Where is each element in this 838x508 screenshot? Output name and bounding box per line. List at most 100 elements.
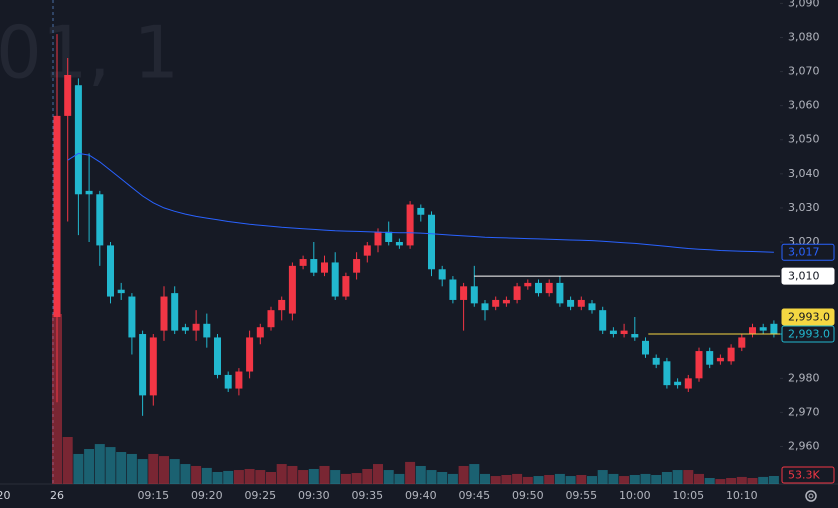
y-tick-label: 3,060 <box>788 99 820 112</box>
candle-body <box>128 296 136 338</box>
volume-bar <box>469 464 480 484</box>
volume-bar <box>105 447 116 484</box>
last-price-label: 2,993.0 <box>788 328 830 341</box>
volume-bar <box>373 464 383 484</box>
candle-body <box>663 361 671 386</box>
volume-bar <box>255 470 266 484</box>
x-tick-label: 09:15 <box>137 489 169 502</box>
candle-body <box>299 259 307 266</box>
x-tick-label: 09:25 <box>244 489 276 502</box>
volume-bar <box>73 453 84 484</box>
volume-bar <box>619 476 630 484</box>
volume-bar <box>180 464 191 484</box>
volume-bar <box>201 467 212 484</box>
volume-bar <box>501 474 512 484</box>
x-tick-label: 09:40 <box>405 489 437 502</box>
candle-body <box>749 327 756 335</box>
volume-bar <box>148 453 159 484</box>
candle-body <box>406 204 414 246</box>
volume-bar <box>522 476 533 484</box>
candle-body <box>235 371 243 389</box>
volume-bar <box>747 477 758 484</box>
y-tick-label: 2,960 <box>788 440 820 453</box>
candle-body <box>449 279 457 300</box>
candle-body <box>438 269 446 280</box>
candle-body <box>267 310 275 328</box>
candle-body <box>513 286 521 300</box>
watermark: 01, 1 <box>0 11 179 95</box>
price-line-0-label: 3,010 <box>788 270 820 283</box>
candle-body <box>139 334 147 396</box>
volume-bar <box>672 470 683 484</box>
candle-body <box>481 303 489 311</box>
volume-bar <box>84 449 95 484</box>
volume-bar <box>126 453 137 484</box>
x-tick-label: 09:55 <box>565 489 597 502</box>
volume-bar <box>159 456 169 484</box>
candle-body <box>524 282 532 287</box>
candle-body <box>246 337 254 372</box>
candle-body <box>460 286 468 300</box>
candle-body <box>149 337 157 396</box>
candle-body <box>620 330 628 335</box>
x-tick-label: 09:35 <box>351 489 383 502</box>
candle-body <box>363 245 371 256</box>
volume-bar <box>62 436 73 484</box>
candle-body <box>588 303 596 311</box>
volume-bar <box>565 476 576 484</box>
candle-body <box>342 276 350 297</box>
volume-bar <box>544 474 555 484</box>
candle-body <box>374 231 382 246</box>
volume-bar <box>405 461 416 484</box>
volume-bar <box>308 468 319 484</box>
volume-bar <box>351 473 362 484</box>
candle-body <box>492 299 500 307</box>
candle-body <box>96 194 104 246</box>
candle-body <box>609 330 617 335</box>
x-tick-label: 10:00 <box>619 489 651 502</box>
volume-bar <box>651 474 662 484</box>
volume-bar <box>661 471 672 484</box>
volume-bar <box>554 473 565 484</box>
candle-body <box>353 259 361 273</box>
y-tick-label: 3,030 <box>788 201 820 214</box>
candle-body <box>567 299 575 307</box>
x-tick-label: 09:45 <box>458 489 490 502</box>
y-tick-label: 3,050 <box>788 133 820 146</box>
candle-body <box>53 115 61 317</box>
x-tick-label: 09:50 <box>512 489 544 502</box>
volume-bar <box>480 473 490 484</box>
volume-bar <box>298 470 309 484</box>
candle-body <box>599 310 607 331</box>
y-tick-label: 3,080 <box>788 30 820 43</box>
volume-bar <box>704 477 715 484</box>
candle-body <box>256 327 264 338</box>
volume-bar <box>212 471 223 484</box>
volume-bar <box>137 459 148 484</box>
y-tick-label: 3,040 <box>788 167 820 180</box>
volume-bar <box>116 452 127 484</box>
volume-bar <box>458 465 469 484</box>
x-tick-label: 09:20 <box>191 489 223 502</box>
price-line-1-box <box>781 308 835 326</box>
candle-body <box>428 214 435 270</box>
candle-body <box>674 381 682 386</box>
y-tick-label: 3,070 <box>788 65 820 78</box>
candle-body <box>331 262 339 297</box>
volume-value-box <box>781 466 835 484</box>
candle-body <box>107 245 114 297</box>
volume-bar <box>233 470 244 484</box>
volume-bar <box>640 473 651 484</box>
volume-bar <box>437 471 448 484</box>
volume-bar <box>608 473 619 484</box>
volume-bar <box>629 474 640 484</box>
candle-body <box>631 334 639 338</box>
volume-bar <box>266 471 276 484</box>
candle-body <box>288 265 296 314</box>
candle-body <box>224 374 232 389</box>
candle-body <box>64 74 72 116</box>
settings-icon[interactable] <box>805 490 817 502</box>
volume-bar <box>244 468 255 484</box>
volume-bar <box>276 464 287 484</box>
